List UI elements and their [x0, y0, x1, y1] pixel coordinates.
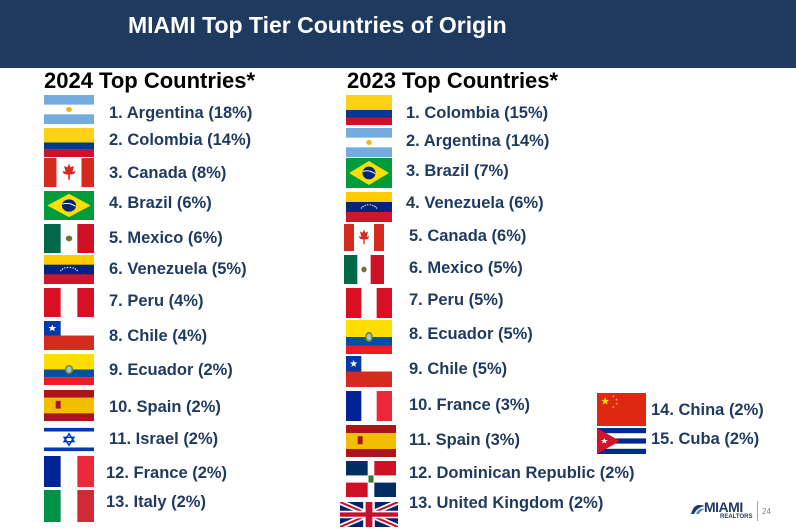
flag-france-icon — [44, 456, 94, 487]
country-label: 5. Mexico (6%) — [109, 229, 223, 247]
country-label: 6. Venezuela (5%) — [109, 260, 247, 278]
flag-canada-icon — [344, 224, 384, 251]
country-label: 5. Canada (6%) — [409, 227, 527, 245]
flag-israel-icon — [44, 425, 94, 454]
page-title: MIAMI Top Tier Countries of Origin — [128, 12, 507, 38]
flag-dominican-republic-icon — [346, 461, 396, 497]
flag-italy-icon — [44, 490, 94, 522]
country-label: 14. China (2%) — [651, 401, 764, 419]
flag-colombia-icon — [346, 95, 392, 125]
heading-2024: 2024 Top Countries* — [44, 68, 256, 93]
country-label: 11. Spain (3%) — [409, 431, 520, 449]
flag-venezuela-icon — [346, 192, 392, 222]
flag-chile-icon — [346, 356, 392, 387]
title-banner: MIAMI Top Tier Countries of Origin — [0, 0, 796, 68]
country-label: 10. France (3%) — [409, 396, 531, 414]
country-label: 3. Brazil (7%) — [406, 162, 509, 180]
flag-france-icon — [346, 391, 392, 421]
country-label: 13. United Kingdom (2%) — [409, 494, 604, 512]
flag-argentina-icon — [346, 128, 392, 157]
country-label: 6. Mexico (5%) — [409, 259, 523, 277]
flag-spain-icon — [346, 425, 396, 457]
flag-mexico-icon — [44, 224, 94, 253]
country-label: 10. Spain (2%) — [109, 398, 221, 416]
heading-2023: 2023 Top Countries* — [347, 68, 559, 93]
page-number: 24 — [762, 507, 771, 516]
country-label: 15. Cuba (2%) — [651, 430, 760, 448]
flag-peru-icon — [346, 288, 392, 318]
flag-brazil-icon — [44, 191, 94, 220]
logo-subtitle: REALTORS — [720, 514, 753, 520]
country-label: 12. Dominican Republic (2%) — [409, 464, 635, 482]
country-label: 12. France (2%) — [106, 464, 228, 482]
country-label: 7. Peru (5%) — [409, 291, 504, 309]
logo-wave-icon — [691, 504, 705, 514]
country-label: 11. Israel (2%) — [109, 430, 219, 448]
flag-united-kingdom-icon — [340, 502, 398, 527]
logo-name: MIAMI — [704, 499, 743, 515]
flag-mexico-icon — [344, 255, 384, 284]
flag-colombia-icon — [44, 128, 94, 157]
flag-spain-icon — [44, 390, 94, 421]
country-label: 9. Chile (5%) — [409, 360, 508, 378]
country-label: 9. Ecuador (2%) — [109, 361, 233, 379]
country-label: 4. Brazil (6%) — [109, 194, 212, 212]
flag-argentina-icon — [44, 95, 94, 124]
flag-canada-icon — [44, 158, 94, 187]
flag-china-icon — [597, 393, 646, 426]
country-label: 13. Italy (2%) — [106, 493, 206, 511]
country-label: 8. Chile (4%) — [109, 327, 208, 345]
country-label: 8. Ecuador (5%) — [409, 325, 533, 343]
country-label: 2. Colombia (14%) — [109, 131, 252, 149]
logo-divider — [757, 501, 758, 521]
country-label: 1. Argentina (18%) — [109, 104, 253, 122]
flag-cuba-icon — [597, 428, 646, 454]
country-label: 7. Peru (4%) — [109, 292, 204, 310]
country-label: 4. Venezuela (6%) — [406, 194, 544, 212]
flag-venezuela-icon — [44, 255, 94, 284]
country-label: 1. Colombia (15%) — [406, 104, 549, 122]
flag-brazil-icon — [346, 158, 392, 188]
miami-realtors-logo: MIAMI REALTORS 24 — [690, 499, 780, 525]
flag-chile-icon — [44, 321, 94, 350]
country-label: 2. Argentina (14%) — [406, 132, 550, 150]
country-label: 3. Canada (8%) — [109, 164, 227, 182]
flag-peru-icon — [44, 288, 94, 317]
flag-ecuador-icon — [346, 320, 392, 354]
flag-ecuador-icon — [44, 354, 94, 385]
